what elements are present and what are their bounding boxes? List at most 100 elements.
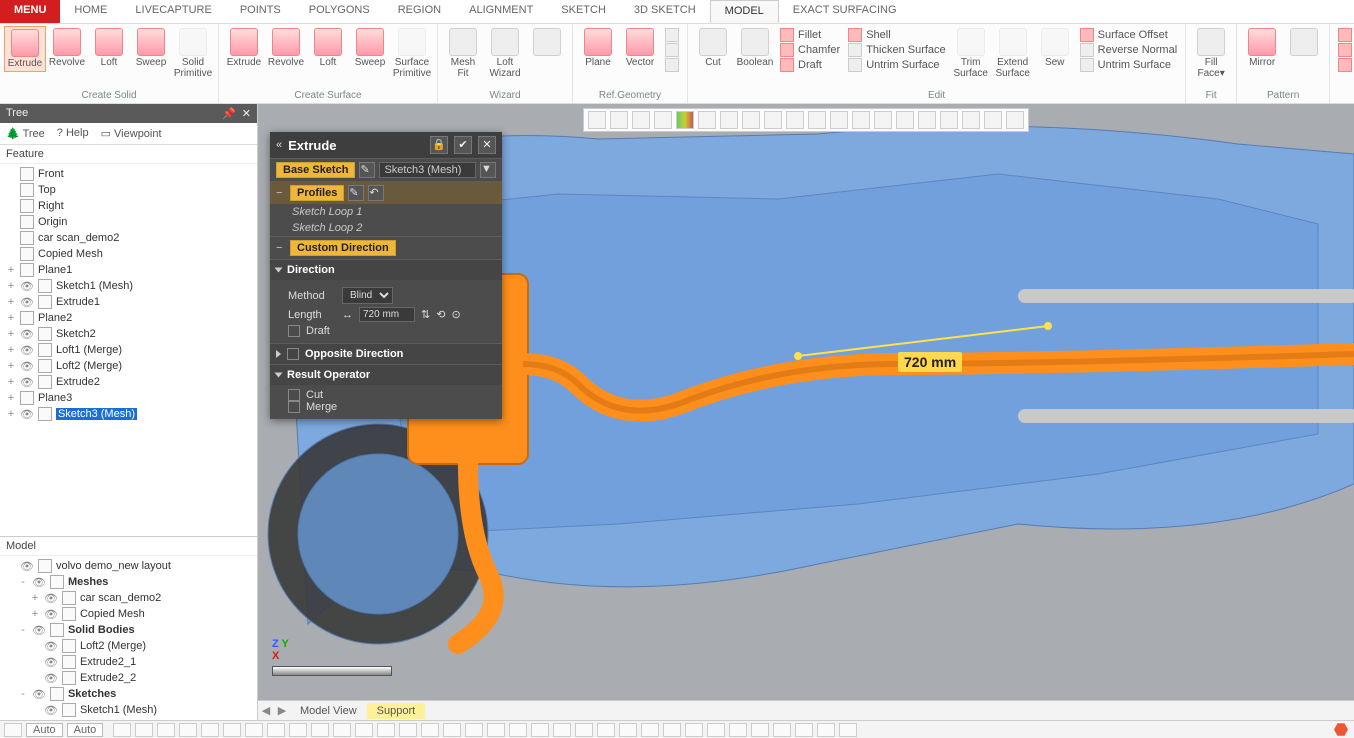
view-tab-modelview[interactable]: Model View <box>290 703 367 719</box>
feature-row[interactable]: +👁Sketch2 <box>4 326 257 342</box>
ribbon-solid-primitive[interactable]: Solid Primitive <box>172 26 214 81</box>
vp-tool-13[interactable] <box>852 111 870 129</box>
result-section[interactable]: Result Operator <box>270 364 502 385</box>
tab-menu[interactable]: MENU <box>0 0 60 23</box>
ribbon-split-face[interactable]: Split Face <box>1338 58 1354 72</box>
ribbon-reverse-normal[interactable]: Reverse Normal <box>1080 43 1177 57</box>
status-chip[interactable] <box>421 723 439 737</box>
ribbon-mesh-fit[interactable]: Mesh Fit <box>442 26 484 81</box>
model-row[interactable]: -👁Meshes <box>4 574 257 590</box>
base-sketch-badge[interactable]: Base Sketch <box>276 162 355 178</box>
extrude-back-icon[interactable]: « <box>276 139 282 151</box>
view-tab-support[interactable]: Support <box>367 703 426 719</box>
status-auto-2[interactable]: Auto <box>67 723 104 737</box>
ribbon-untrim[interactable]: Untrim Surface <box>848 58 945 72</box>
model-tree[interactable]: 👁volvo demo_new layout-👁Meshes+👁car scan… <box>0 556 257 720</box>
status-chip[interactable] <box>597 723 615 737</box>
status-chip-1[interactable] <box>4 723 22 737</box>
vp-tool-9[interactable] <box>764 111 782 129</box>
feature-tree[interactable]: FrontTopRightOrigin car scan_demo2 Copie… <box>0 164 257 536</box>
ribbon-revolve-surface[interactable]: Revolve <box>265 26 307 70</box>
feature-row[interactable]: +👁Loft2 (Merge) <box>4 358 257 374</box>
tab-alignment[interactable]: ALIGNMENT <box>455 0 547 23</box>
pin-icon[interactable]: 📌 <box>222 108 236 120</box>
status-chip[interactable] <box>619 723 637 737</box>
ribbon-loft-solid[interactable]: Loft <box>88 26 130 70</box>
tab-points[interactable]: POINTS <box>226 0 295 23</box>
ribbon-shell[interactable]: Shell <box>848 28 945 42</box>
ribbon-mirror[interactable]: Mirror <box>1241 26 1283 70</box>
direction-section[interactable]: Direction <box>270 259 502 280</box>
lp-tree-btn[interactable]: 🌲 Tree <box>6 127 45 140</box>
lp-viewpoint-btn[interactable]: ▭ Viewpoint <box>101 127 162 140</box>
viewport[interactable]: 720 mm Z Y X « Extrude 🔒 ✔ ✕ Base Sketch… <box>258 104 1354 720</box>
ribbon-plane[interactable]: Plane <box>577 26 619 70</box>
merge-checkbox[interactable] <box>288 401 300 413</box>
extrude-cancel-icon[interactable]: ✕ <box>478 136 496 154</box>
profiles-badge[interactable]: Profiles <box>290 185 344 201</box>
model-row[interactable]: +👁car scan_demo2 <box>4 590 257 606</box>
length-flip-icon[interactable]: ↔ <box>342 309 353 321</box>
status-chip[interactable] <box>267 723 285 737</box>
status-chip[interactable] <box>641 723 659 737</box>
profiles-undo-icon[interactable]: ↶ <box>368 185 384 201</box>
feature-row[interactable]: +👁Sketch3 (Mesh) <box>4 406 257 422</box>
status-chip[interactable] <box>245 723 263 737</box>
vp-tool-5[interactable] <box>676 111 694 129</box>
cut-checkbox[interactable] <box>288 389 300 401</box>
status-chip[interactable] <box>575 723 593 737</box>
tab-exactsurfacing[interactable]: EXACT SURFACING <box>779 0 911 23</box>
vp-tool-11[interactable] <box>808 111 826 129</box>
ribbon-revolve-solid[interactable]: Revolve <box>46 26 88 70</box>
model-row[interactable]: -👁Solid Bodies <box>4 622 257 638</box>
view-tab-next[interactable]: ▶ <box>274 704 290 717</box>
ribbon-boolean[interactable]: Boolean <box>734 26 776 70</box>
feature-row[interactable]: car scan_demo2 <box>4 230 257 246</box>
ribbon-sew[interactable]: Sew <box>1034 26 1076 70</box>
status-chip[interactable] <box>509 723 527 737</box>
draft-checkbox[interactable] <box>288 325 300 337</box>
vp-tool-7[interactable] <box>720 111 738 129</box>
feature-row[interactable]: +👁Extrude1 <box>4 294 257 310</box>
status-chip[interactable] <box>157 723 175 737</box>
status-hex-icon[interactable] <box>1334 723 1348 737</box>
vp-tool-8[interactable] <box>742 111 760 129</box>
ribbon-sweep-surface[interactable]: Sweep <box>349 26 391 70</box>
ribbon-transform-body[interactable]: Transform Body <box>1338 28 1354 42</box>
model-row[interactable]: 👁Extrude2_2 <box>4 670 257 686</box>
tab-model[interactable]: MODEL <box>710 0 779 23</box>
ribbon-surface-primitive[interactable]: Surface Primitive <box>391 26 433 81</box>
feature-row[interactable]: +Plane2 <box>4 310 257 326</box>
feature-row[interactable]: Right <box>4 198 257 214</box>
status-chip[interactable] <box>355 723 373 737</box>
base-sketch-edit-icon[interactable]: ✎ <box>359 162 375 178</box>
close-icon[interactable]: ✕ <box>242 108 251 120</box>
ribbon-extrude-surface[interactable]: Extrude <box>223 26 265 70</box>
base-sketch-dropdown-icon[interactable]: ▼ <box>480 162 496 178</box>
feature-row[interactable]: +👁Loft1 (Merge) <box>4 342 257 358</box>
vp-tool-6[interactable] <box>698 111 716 129</box>
status-chip[interactable] <box>553 723 571 737</box>
method-select[interactable]: Blind <box>342 287 393 304</box>
model-row[interactable]: -👁Sketches <box>4 686 257 702</box>
feature-row[interactable]: +Plane1 <box>4 262 257 278</box>
vp-tool-17[interactable] <box>940 111 958 129</box>
ribbon-untrim2[interactable]: Untrim Surface <box>1080 58 1177 72</box>
status-chip[interactable] <box>839 723 857 737</box>
vp-tool-10[interactable] <box>786 111 804 129</box>
ribbon-fillet[interactable]: Fillet <box>780 28 840 42</box>
ribbon-refgeom-extra1[interactable] <box>665 28 679 42</box>
ribbon-vector[interactable]: Vector <box>619 26 661 70</box>
status-chip[interactable] <box>773 723 791 737</box>
profile-item-1[interactable]: Sketch Loop 1 <box>270 204 502 220</box>
ribbon-draft[interactable]: Draft <box>780 58 840 72</box>
ribbon-trim-surface[interactable]: Trim Surface <box>950 26 992 81</box>
status-chip[interactable] <box>311 723 329 737</box>
tab-livecapture[interactable]: LIVECAPTURE <box>121 0 225 23</box>
feature-row[interactable]: Front <box>4 166 257 182</box>
ribbon-chamfer[interactable]: Chamfer <box>780 43 840 57</box>
status-chip[interactable] <box>751 723 769 737</box>
model-row[interactable]: 👁Sketch1 (Mesh) <box>4 702 257 718</box>
vp-tool-15[interactable] <box>896 111 914 129</box>
tab-polygons[interactable]: POLYGONS <box>295 0 384 23</box>
